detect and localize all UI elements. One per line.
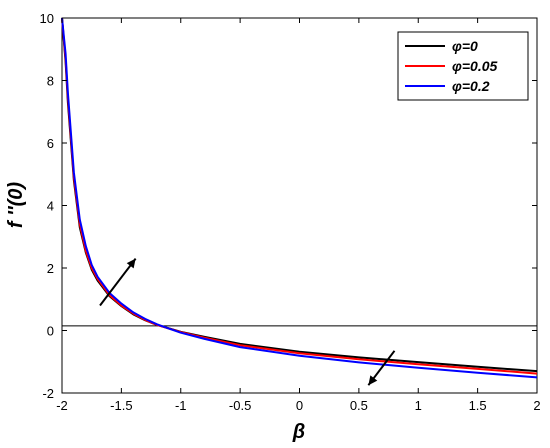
x-tick-label: -2 [56, 398, 68, 413]
series-line-2 [61, 17, 538, 379]
x-tick-label: 1.5 [469, 398, 487, 413]
axis-ticks: -2 -1.5 -1 -0.5 0 0.5 1 1.5 2 -2 0 2 4 6 8 10 [40, 11, 541, 413]
y-tick-label: 8 [47, 74, 54, 89]
x-tick-label: 0 [296, 398, 303, 413]
y-tick-label: 10 [40, 11, 54, 26]
x-tick-label: -0.5 [229, 398, 251, 413]
y-axis-label: f ''(0) [5, 182, 27, 229]
x-tick-label: -1 [175, 398, 187, 413]
annotation-arrow-1 [367, 350, 396, 386]
y-tick-label: -2 [42, 386, 54, 401]
annotation-arrows [99, 258, 396, 386]
x-tick-label: 1 [415, 398, 422, 413]
legend-label-phi-0.2: φ=0.2 [452, 78, 490, 94]
legend-label-phi-0: φ=0 [452, 38, 478, 54]
x-tick-label: 0.5 [350, 398, 368, 413]
series-lines [61, 17, 538, 379]
legend-label-phi-0.05: φ=0.05 [452, 58, 497, 74]
annotation-arrow-0 [99, 258, 137, 307]
x-tick-label: 2 [533, 398, 540, 413]
x-tick-label: -1.5 [110, 398, 132, 413]
y-tick-label: 4 [47, 199, 54, 214]
y-tick-label: 0 [47, 324, 54, 339]
y-tick-label: 2 [47, 261, 54, 276]
legend: φ=0 φ=0.05 φ=0.2 [397, 31, 529, 101]
x-axis-label: β [292, 421, 305, 443]
y-tick-label: 6 [47, 136, 54, 151]
